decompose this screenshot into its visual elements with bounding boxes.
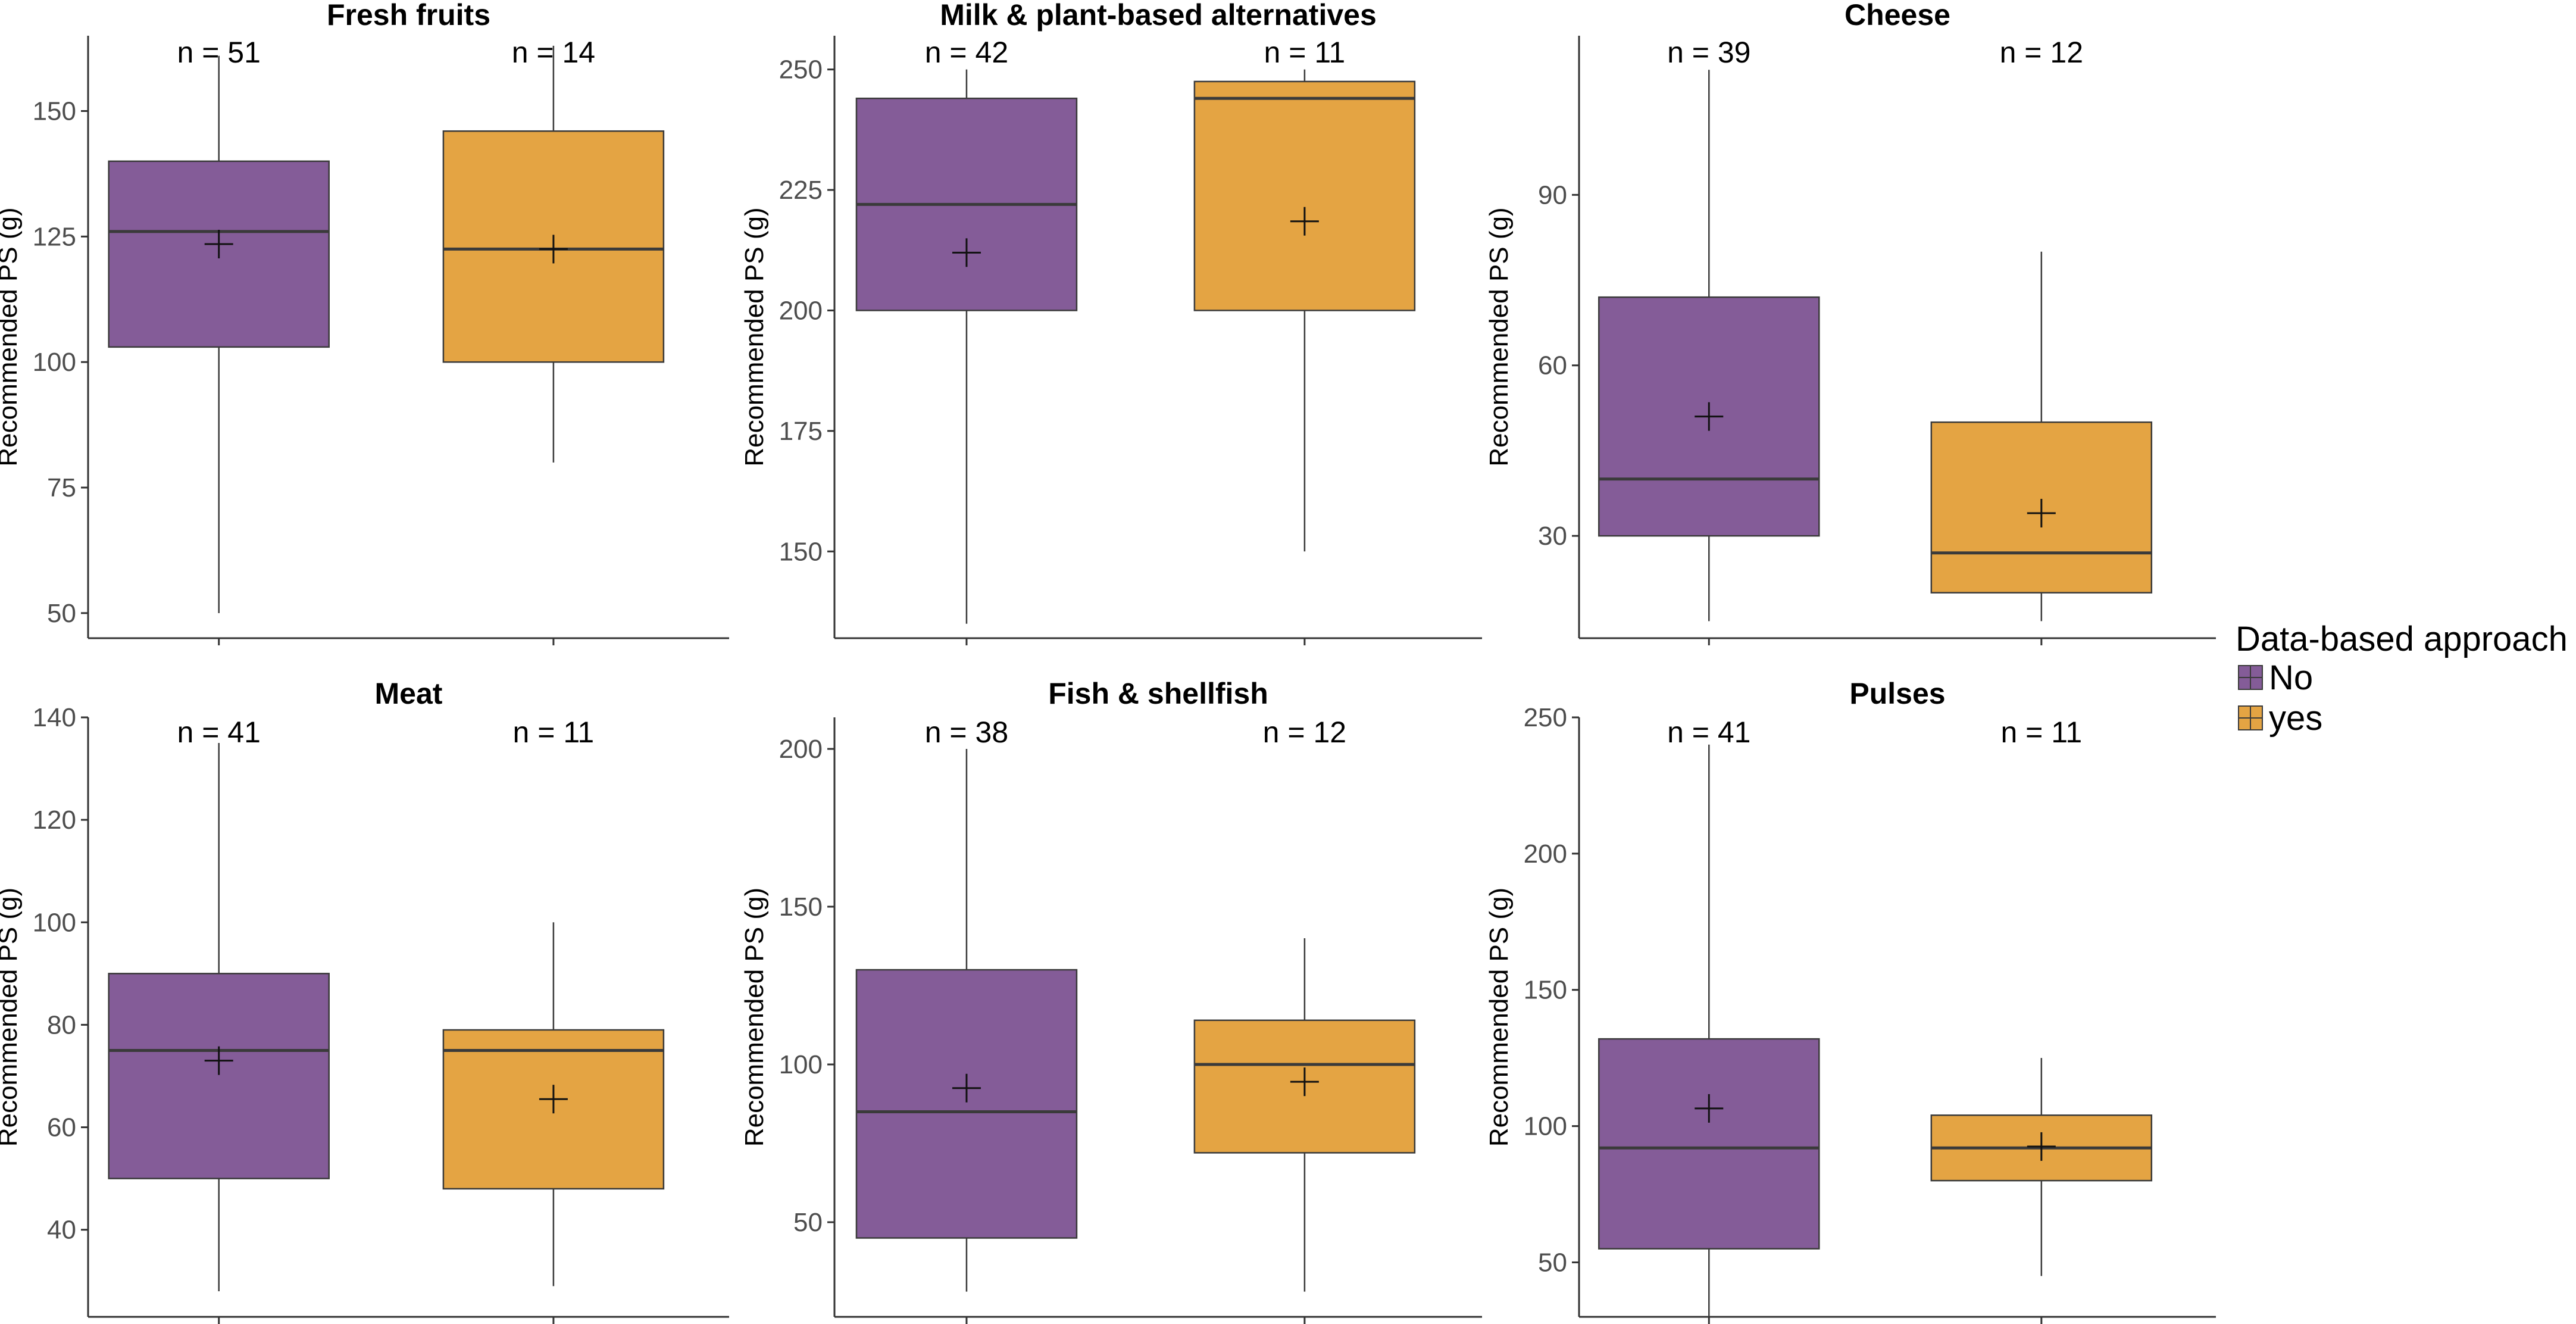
box-group-meat-yes: n = 11 (442, 716, 665, 1324)
n-label-fish-shellfish-yes: n = 12 (1263, 716, 1346, 749)
legend-title: Data-based approach (2236, 620, 2568, 658)
n-label-pulses-no: n = 41 (1667, 716, 1750, 749)
box-group-meat-no: n = 41 (108, 716, 330, 1324)
legend-label-yes: yes (2269, 699, 2322, 738)
n-label-fresh-fruits-no: n = 51 (177, 36, 261, 69)
box-pulses-no (1598, 1038, 1820, 1250)
box-group-fish-shellfish-no: n = 38 (855, 716, 1078, 1324)
n-label-pulses-yes: n = 11 (2000, 716, 2082, 749)
y-tick-label-fish-shellfish-200: 200 (779, 735, 823, 764)
legend: Data-based approach No yes (2236, 620, 2568, 738)
box-group-pulses-no: n = 41 (1598, 716, 1820, 1324)
y-tick-label-milk-plant-based-alternatives-250: 250 (779, 55, 823, 85)
panel-title-cheese: Cheese (1845, 0, 1950, 32)
y-axis-label-fresh-fruits: Recommended PS (g) (0, 207, 23, 466)
y-tick-label-meat-140: 140 (33, 703, 76, 732)
n-label-meat-no: n = 41 (177, 716, 261, 749)
box-milk-plant-based-alternatives-yes (1193, 80, 1416, 311)
box-fish-shellfish-no (855, 969, 1078, 1239)
y-tick-label-fresh-fruits-150: 150 (33, 97, 76, 126)
box-group-milk-plant-based-alternatives-yes: n = 11 (1193, 36, 1416, 645)
panel-fish-shellfish: Fish & shellfish 50 100 150 200 Recommended P… (740, 677, 1482, 1324)
y-tick-label-fish-shellfish-100: 100 (779, 1050, 823, 1079)
y-tick-label-cheese-90: 90 (1538, 180, 1567, 210)
n-label-cheese-no: n = 39 (1667, 36, 1750, 69)
panel-title-fresh-fruits: Fresh fruits (327, 0, 490, 32)
n-label-milk-plant-based-alternatives-no: n = 42 (925, 36, 1008, 69)
y-tick-label-milk-plant-based-alternatives-150: 150 (779, 537, 823, 566)
panel-pulses: Pulses 50 100 150 200 250 Recommended PS (g) n … (1484, 677, 2216, 1324)
y-tick-label-meat-40: 40 (47, 1216, 76, 1245)
n-label-fish-shellfish-no: n = 38 (925, 716, 1008, 749)
panel-title-milk-plant-based-alternatives: Milk & plant-based alternatives (940, 0, 1377, 32)
panel-milk-plant-based-alternatives: Milk & plant-based alternatives 150 175 200… (740, 0, 1482, 645)
n-label-meat-yes: n = 11 (513, 716, 595, 749)
y-tick-label-cheese-30: 30 (1538, 522, 1567, 551)
panel-meat: Meat 40 60 80 100 120 140 Recommended PS (g) n =… (0, 677, 729, 1324)
y-tick-label-pulses-50: 50 (1538, 1248, 1567, 1277)
y-tick-label-cheese-60: 60 (1538, 351, 1567, 380)
box-group-fresh-fruits-yes: n = 14 (442, 36, 665, 645)
y-axis-label-fish-shellfish: Recommended PS (g) (740, 888, 769, 1147)
box-group-pulses-yes: n = 11 (1930, 716, 2153, 1324)
y-tick-label-meat-100: 100 (33, 908, 76, 937)
y-tick-label-milk-plant-based-alternatives-175: 175 (779, 417, 823, 446)
y-tick-label-fresh-fruits-50: 50 (47, 599, 76, 628)
y-tick-label-milk-plant-based-alternatives-200: 200 (779, 296, 823, 325)
y-tick-label-fresh-fruits-100: 100 (33, 348, 76, 377)
panel-title-meat: Meat (375, 677, 443, 710)
y-tick-label-milk-plant-based-alternatives-225: 225 (779, 176, 823, 205)
y-axis-label-pulses: Recommended PS (g) (1484, 888, 1514, 1147)
y-tick-label-pulses-100: 100 (1524, 1112, 1567, 1141)
panel-title-pulses: Pulses (1849, 677, 1945, 710)
y-axis-label-milk-plant-based-alternatives: Recommended PS (g) (740, 207, 769, 466)
legend-item-yes: yes (2238, 699, 2322, 738)
panels-layer: Fresh fruits 50 75 100 125 150 Recommended PS … (0, 0, 2216, 1324)
legend-item-no: No (2238, 658, 2313, 697)
box-group-fresh-fruits-no: n = 51 (108, 36, 330, 645)
n-label-milk-plant-based-alternatives-yes: n = 11 (1264, 36, 1346, 69)
y-axis-label-meat: Recommended PS (g) (0, 888, 23, 1147)
y-tick-label-pulses-150: 150 (1524, 976, 1567, 1005)
box-group-cheese-no: n = 39 (1598, 36, 1820, 645)
y-tick-label-fish-shellfish-50: 50 (793, 1208, 823, 1237)
y-tick-label-pulses-200: 200 (1524, 839, 1567, 869)
y-tick-label-fish-shellfish-150: 150 (779, 892, 823, 922)
y-tick-label-meat-80: 80 (47, 1010, 76, 1039)
panel-cheese: Cheese 30 60 90 Recommended PS (g) n = 39 n = … (1484, 0, 2216, 645)
panel-title-fish-shellfish: Fish & shellfish (1048, 677, 1268, 710)
y-tick-label-meat-60: 60 (47, 1113, 76, 1142)
y-axis-label-cheese: Recommended PS (g) (1484, 207, 1514, 466)
box-meat-no (108, 973, 330, 1179)
y-tick-label-pulses-250: 250 (1524, 703, 1567, 732)
box-group-milk-plant-based-alternatives-no: n = 42 (855, 36, 1078, 645)
n-label-cheese-yes: n = 12 (2000, 36, 2083, 69)
panel-fresh-fruits: Fresh fruits 50 75 100 125 150 Recommended PS … (0, 0, 729, 645)
y-tick-label-fresh-fruits-75: 75 (47, 473, 76, 502)
y-tick-label-fresh-fruits-125: 125 (33, 222, 76, 251)
n-label-fresh-fruits-yes: n = 14 (512, 36, 595, 69)
box-group-fish-shellfish-yes: n = 12 (1193, 716, 1416, 1324)
legend-label-no: No (2269, 658, 2313, 697)
y-tick-label-meat-120: 120 (33, 805, 76, 835)
box-group-cheese-yes: n = 12 (1930, 36, 2153, 645)
